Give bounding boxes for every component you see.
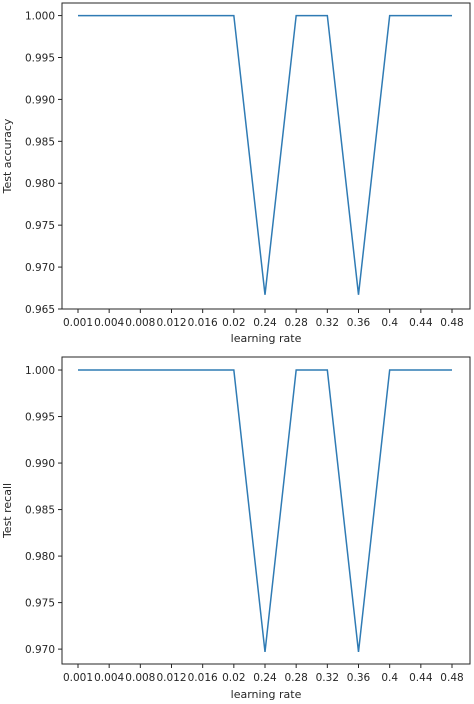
accuracy-y-tick-label: 0.990: [25, 94, 55, 106]
accuracy-y-tick-label: 0.985: [25, 136, 55, 148]
recall-y-tick-label: 0.980: [25, 551, 55, 563]
recall-y-tick-label: 0.985: [25, 505, 55, 517]
accuracy-x-tick-label: 0.44: [409, 317, 433, 329]
accuracy-x-tick-label: 0.4: [381, 317, 398, 329]
accuracy-y-tick-label: 0.975: [25, 220, 55, 232]
accuracy-x-tick-label: 0.48: [440, 317, 463, 329]
accuracy-plot-area: [61, 2, 471, 310]
accuracy-y-tick-label: 0.970: [25, 262, 55, 274]
recall-x-tick-label: 0.008: [125, 672, 155, 684]
accuracy-x-axis: 0.001 0.004 0.008 0.012 0.016 0.02 0.24 0.28 0.3…: [63, 309, 464, 329]
accuracy-x-tick-label: 0.32: [316, 317, 339, 329]
accuracy-y-axis: 0.965 0.970 0.975 0.980 0.985 0.990 0.995 1.000: [25, 11, 62, 316]
accuracy-y-tick-label: 0.965: [25, 304, 55, 316]
accuracy-y-tick-label: 0.995: [25, 52, 55, 64]
accuracy-x-axis-label: learning rate: [231, 332, 302, 345]
recall-plot-frame: [61, 356, 471, 665]
recall-x-tick-label: 0.32: [316, 672, 339, 684]
recall-x-tick-label: 0.44: [409, 672, 433, 684]
accuracy-x-tick-label: 0.008: [125, 317, 155, 329]
recall-y-tick-label: 0.990: [25, 458, 55, 470]
accuracy-plot-frame: [61, 2, 471, 310]
recall-x-tick-label: 0.24: [253, 672, 277, 684]
accuracy-y-axis-label: Test accuracy: [1, 118, 14, 194]
recall-y-axis-label: Test recall: [1, 483, 14, 539]
recall-x-tick-label: 0.48: [440, 672, 463, 684]
accuracy-x-tick-label: 0.02: [222, 317, 245, 329]
recall-x-tick-label: 0.36: [347, 672, 371, 684]
accuracy-x-tick-label: 0.28: [284, 317, 307, 329]
recall-x-tick-label: 0.016: [188, 672, 218, 684]
accuracy-x-tick-label: 0.24: [253, 317, 277, 329]
recall-x-tick-label: 0.001: [63, 672, 93, 684]
recall-x-tick-label: 0.4: [381, 672, 398, 684]
recall-x-tick-label: 0.02: [222, 672, 245, 684]
recall-x-tick-label: 0.004: [94, 672, 124, 684]
accuracy-chart: 0.965 0.970 0.975 0.980 0.985 0.990 0.995 1.000…: [1, 2, 471, 345]
recall-plot-area: [61, 356, 471, 665]
recall-x-tick-label: 0.012: [156, 672, 186, 684]
recall-y-axis: 0.970 0.975 0.980 0.985 0.990 0.995 1.000: [25, 365, 62, 656]
accuracy-y-tick-label: 1.000: [25, 11, 55, 23]
accuracy-x-tick-label: 0.36: [347, 317, 371, 329]
recall-x-axis: 0.001 0.004 0.008 0.012 0.016 0.02 0.24 0.28 0.3…: [63, 664, 464, 684]
recall-series-line: [78, 369, 452, 652]
recall-y-tick-label: 0.975: [25, 598, 55, 610]
accuracy-x-tick-label: 0.001: [63, 317, 93, 329]
recall-x-tick-label: 0.28: [284, 672, 307, 684]
recall-y-tick-label: 0.995: [25, 412, 55, 424]
recall-y-tick-label: 1.000: [25, 365, 55, 377]
recall-chart: 0.970 0.975 0.980 0.985 0.990 0.995 1.000 0.00…: [1, 356, 471, 701]
accuracy-series-line: [78, 14, 452, 295]
recall-x-axis-label: learning rate: [231, 688, 302, 701]
accuracy-x-tick-label: 0.012: [156, 317, 186, 329]
accuracy-x-tick-label: 0.004: [94, 317, 124, 329]
accuracy-y-tick-label: 0.980: [25, 178, 55, 190]
accuracy-x-tick-label: 0.016: [188, 317, 218, 329]
recall-y-tick-label: 0.970: [25, 644, 55, 656]
